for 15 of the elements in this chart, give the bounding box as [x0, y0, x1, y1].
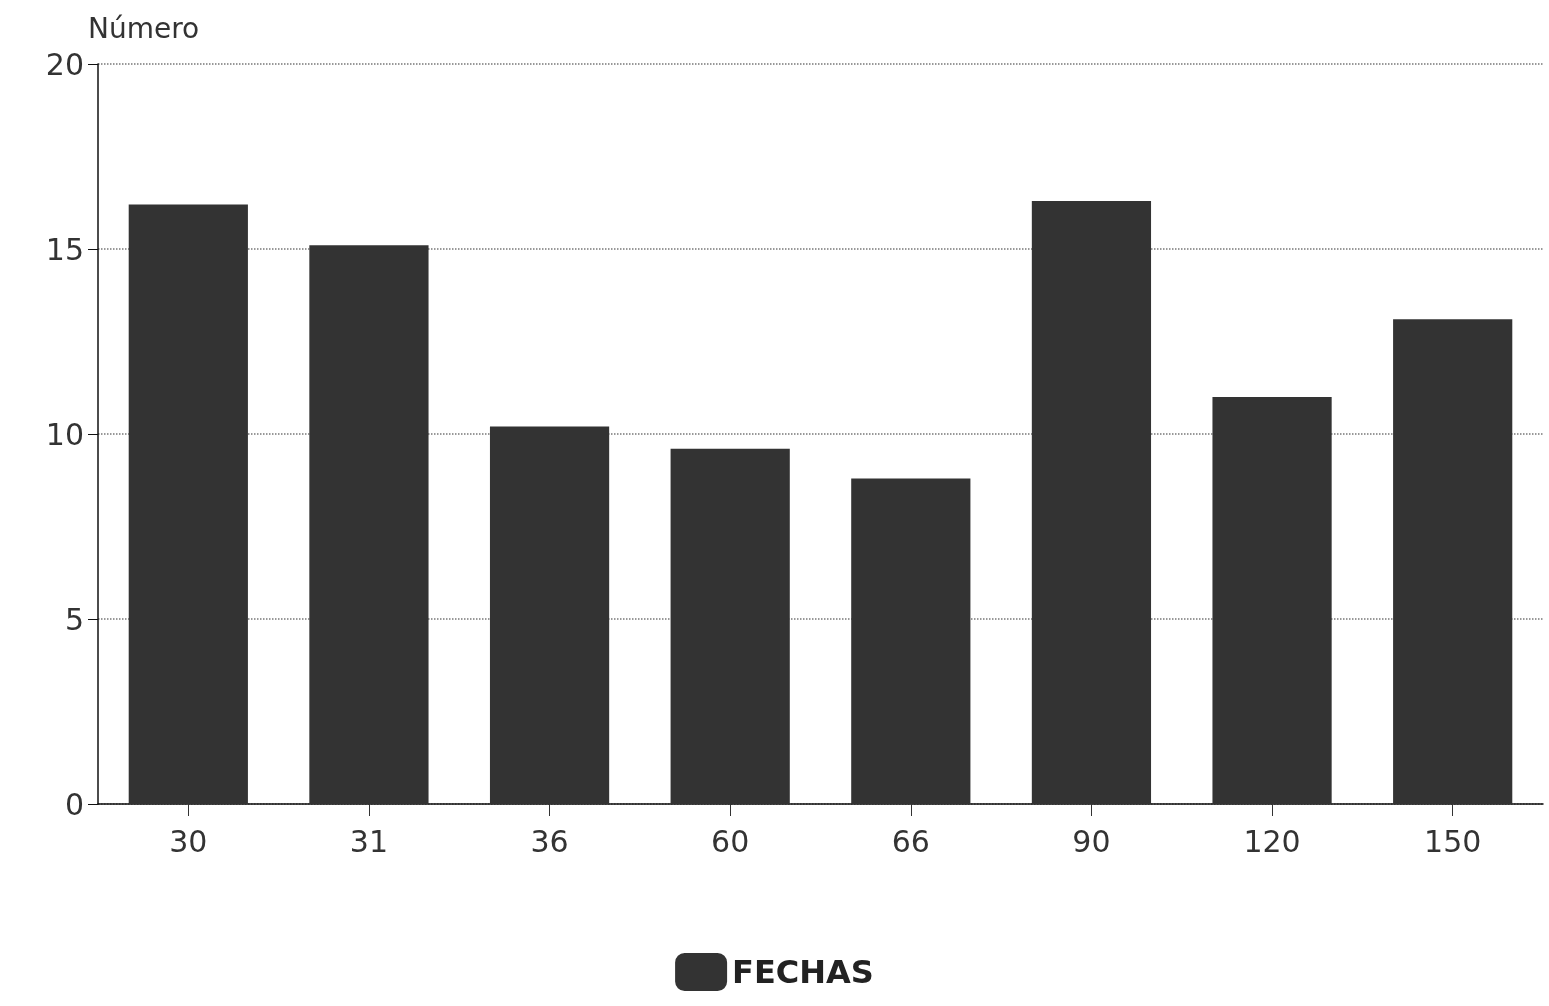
y-tick-label: 20: [45, 46, 84, 82]
y-tick-label: 0: [64, 786, 84, 822]
x-tick-label: 66: [891, 823, 930, 859]
x-tick-label: 36: [530, 823, 569, 859]
y-axis-title: Número: [88, 11, 200, 45]
x-tick-label: 31: [349, 823, 389, 859]
x-tick-label: 120: [1243, 823, 1301, 859]
y-tick-label: 10: [45, 416, 84, 452]
x-tick-label: 30: [169, 823, 208, 859]
x-tick-label: 90: [1072, 823, 1111, 859]
y-tick-label: 15: [45, 231, 84, 267]
x-tick-label: 150: [1424, 823, 1482, 859]
y-tick-label: 5: [64, 601, 84, 637]
legend-label: FECHAS: [732, 953, 874, 991]
x-tick-label: 60: [711, 823, 750, 859]
